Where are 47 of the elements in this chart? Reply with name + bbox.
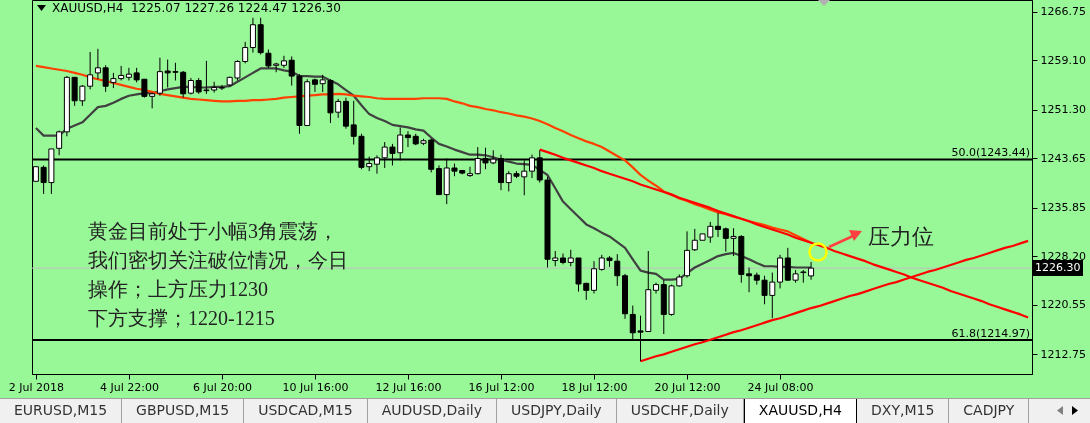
text: XAUUSD,H4 xyxy=(743,399,858,423)
annotation: 我们密切关注破位情况，今日 xyxy=(88,248,348,273)
annotation: 下方支撑；1220-1215 xyxy=(88,306,275,331)
candlestick xyxy=(404,130,411,148)
ref-line-label: 50.0(1243.44) xyxy=(951,146,1031,160)
candlestick xyxy=(156,57,163,97)
text: GBPUSD,M15 xyxy=(122,399,245,423)
candlestick xyxy=(591,260,598,294)
text: EURUSD,M15 xyxy=(0,399,123,423)
y-tick-label: 1266.75 xyxy=(1040,5,1086,19)
annotation: 黄金目前处于小幅3角震荡， xyxy=(88,219,338,244)
x-tick-label: 2 Jul 2018 xyxy=(8,380,65,394)
x-tick-label: 18 Jul 12:00 xyxy=(561,380,628,394)
text: AUDUSD,Daily xyxy=(367,399,498,423)
candlestick xyxy=(125,67,132,82)
text: CADJPY xyxy=(949,399,1030,423)
x-tick-label: 10 Jul 16:00 xyxy=(282,380,349,394)
text: USDCAD,M15 xyxy=(244,399,368,423)
x-tick-label: 4 Jul 22:00 xyxy=(99,380,159,394)
candlestick xyxy=(218,84,225,91)
y-tick-label: 1259.10 xyxy=(1040,53,1086,67)
x-tick-label: 6 Jul 20:00 xyxy=(192,380,252,394)
candlestick xyxy=(280,55,287,69)
candlestick xyxy=(311,78,318,93)
ref-line-label: 1226.30 xyxy=(1033,260,1083,277)
candlestick xyxy=(715,212,722,238)
y-tick-label: 1243.65 xyxy=(1040,151,1086,165)
x-tick-label: 20 Jul 12:00 xyxy=(654,380,721,394)
text: USDCHF,Daily xyxy=(616,399,744,423)
annotation: 压力位 xyxy=(868,223,934,251)
candlestick xyxy=(249,17,256,54)
text: DXY,M15 xyxy=(857,399,950,423)
y-tick-label: 1251.30 xyxy=(1040,103,1086,117)
y-tick-label: 1220.55 xyxy=(1040,298,1086,312)
y-tick-label: 1228.20 xyxy=(1040,249,1086,263)
chart-title: XAUUSD,H4 1225.07 1227.26 1224.47 1226.30 xyxy=(52,1,341,15)
x-tick-label: 12 Jul 16:00 xyxy=(375,380,442,394)
annotation: 操作；上方压力1230 xyxy=(88,277,268,302)
candlestick xyxy=(614,253,621,287)
x-tick-label: 16 Jul 12:00 xyxy=(468,380,535,394)
y-tick-label: 1212.75 xyxy=(1040,347,1086,361)
candlestick xyxy=(466,166,473,178)
y-tick-label: 1235.85 xyxy=(1040,201,1086,215)
candlestick xyxy=(746,267,753,293)
x-tick-label: 24 Jul 08:00 xyxy=(747,380,814,394)
ref-line-label: 61.8(1214.97) xyxy=(951,326,1031,340)
text: USDJPY,Daily xyxy=(497,399,617,423)
